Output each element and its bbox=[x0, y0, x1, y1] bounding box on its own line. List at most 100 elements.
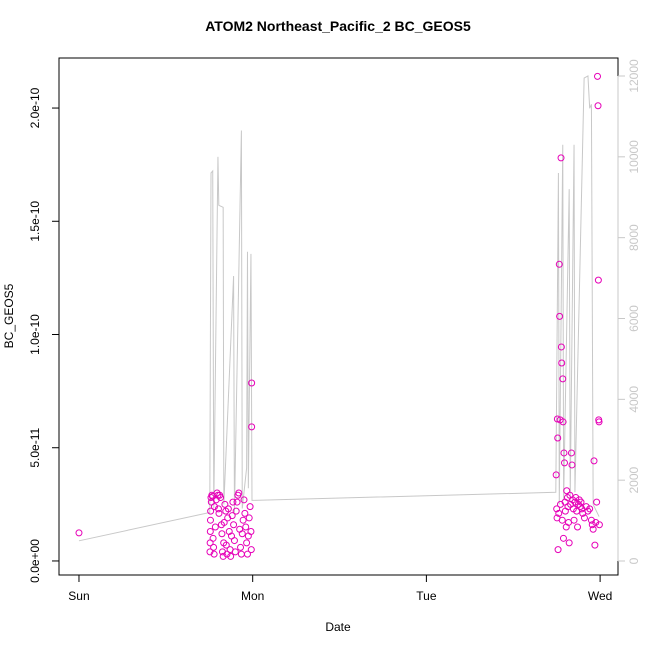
point bbox=[248, 379, 256, 387]
point bbox=[555, 509, 563, 517]
y2-tick-label: 4000 bbox=[627, 386, 641, 413]
point bbox=[558, 516, 566, 524]
point bbox=[231, 548, 239, 556]
point bbox=[239, 516, 247, 524]
point bbox=[593, 498, 601, 506]
point bbox=[215, 509, 223, 517]
line-series bbox=[78, 75, 600, 542]
point bbox=[210, 543, 218, 551]
point bbox=[240, 496, 248, 504]
point bbox=[594, 72, 602, 80]
plot-box bbox=[58, 57, 619, 576]
point bbox=[210, 550, 218, 558]
point bbox=[588, 521, 596, 529]
y2-tick-label: 8000 bbox=[627, 224, 641, 251]
point bbox=[228, 512, 236, 520]
point bbox=[559, 375, 567, 383]
y-tick-label: 1.5e-10 bbox=[28, 201, 42, 242]
x-tick-label: Tue bbox=[416, 589, 437, 603]
point bbox=[561, 507, 569, 515]
point bbox=[553, 505, 561, 513]
point bbox=[567, 449, 575, 457]
point bbox=[233, 498, 241, 506]
point bbox=[217, 494, 225, 502]
x-tick-label: Sun bbox=[68, 589, 89, 603]
y-tick-label: 1.0e-10 bbox=[28, 314, 42, 355]
point bbox=[219, 552, 227, 560]
point bbox=[554, 546, 562, 554]
point bbox=[554, 434, 562, 442]
x-axis-label: Date bbox=[325, 620, 351, 634]
point bbox=[237, 550, 245, 558]
point bbox=[582, 503, 590, 511]
point bbox=[244, 532, 252, 540]
point bbox=[237, 543, 245, 551]
point bbox=[247, 546, 255, 554]
point bbox=[230, 537, 238, 545]
point bbox=[590, 457, 598, 465]
point bbox=[586, 505, 594, 513]
point bbox=[75, 529, 83, 537]
point bbox=[246, 503, 254, 511]
point bbox=[245, 514, 253, 522]
point bbox=[589, 525, 597, 533]
point bbox=[236, 525, 244, 533]
point bbox=[248, 423, 256, 431]
y-tick-label: 2.0e-10 bbox=[28, 87, 42, 128]
point bbox=[206, 516, 214, 524]
point bbox=[224, 505, 232, 513]
point bbox=[243, 550, 251, 558]
point bbox=[557, 343, 565, 351]
point bbox=[229, 498, 237, 506]
point bbox=[557, 154, 565, 162]
point bbox=[560, 459, 568, 467]
point bbox=[235, 489, 243, 497]
point bbox=[577, 498, 585, 506]
y2-tick-label: 0 bbox=[627, 557, 641, 564]
point bbox=[559, 534, 567, 542]
y2-tick-label: 6000 bbox=[627, 305, 641, 332]
y-tick-label: 0.0e+00 bbox=[28, 539, 42, 583]
y2-tick-label: 2000 bbox=[627, 467, 641, 494]
point bbox=[210, 503, 218, 511]
point bbox=[592, 518, 600, 526]
point bbox=[580, 514, 588, 522]
point bbox=[584, 507, 592, 515]
point bbox=[594, 102, 602, 110]
point bbox=[570, 516, 578, 524]
y-tick-label: 5.0e-11 bbox=[28, 428, 42, 468]
point bbox=[559, 418, 567, 426]
point bbox=[556, 312, 564, 320]
y2-tick-label: 10000 bbox=[627, 140, 641, 174]
x-tick-label: Wed bbox=[588, 589, 612, 603]
point bbox=[574, 523, 582, 531]
point bbox=[221, 500, 229, 508]
point bbox=[558, 359, 566, 367]
point bbox=[243, 539, 251, 547]
point bbox=[207, 507, 215, 515]
point bbox=[594, 276, 602, 284]
x-tick-label: Mon bbox=[241, 589, 264, 603]
point bbox=[211, 523, 219, 531]
y2-tick-label: 12000 bbox=[627, 59, 641, 93]
point bbox=[227, 552, 235, 560]
point bbox=[218, 530, 226, 538]
point bbox=[575, 496, 583, 504]
point bbox=[222, 541, 230, 549]
point bbox=[206, 528, 214, 536]
point bbox=[232, 507, 240, 515]
point bbox=[555, 260, 563, 268]
point bbox=[220, 518, 228, 526]
point bbox=[206, 548, 214, 556]
point bbox=[230, 521, 238, 529]
point bbox=[565, 539, 573, 547]
point bbox=[247, 528, 255, 536]
point bbox=[552, 471, 560, 479]
chart-title: ATOM2 Northeast_Pacific_2 BC_GEOS5 bbox=[205, 18, 471, 34]
y-axis-label: BC_GEOS5 bbox=[2, 283, 16, 348]
point bbox=[242, 523, 250, 531]
point bbox=[595, 418, 603, 426]
point bbox=[238, 530, 246, 538]
point bbox=[591, 541, 599, 549]
